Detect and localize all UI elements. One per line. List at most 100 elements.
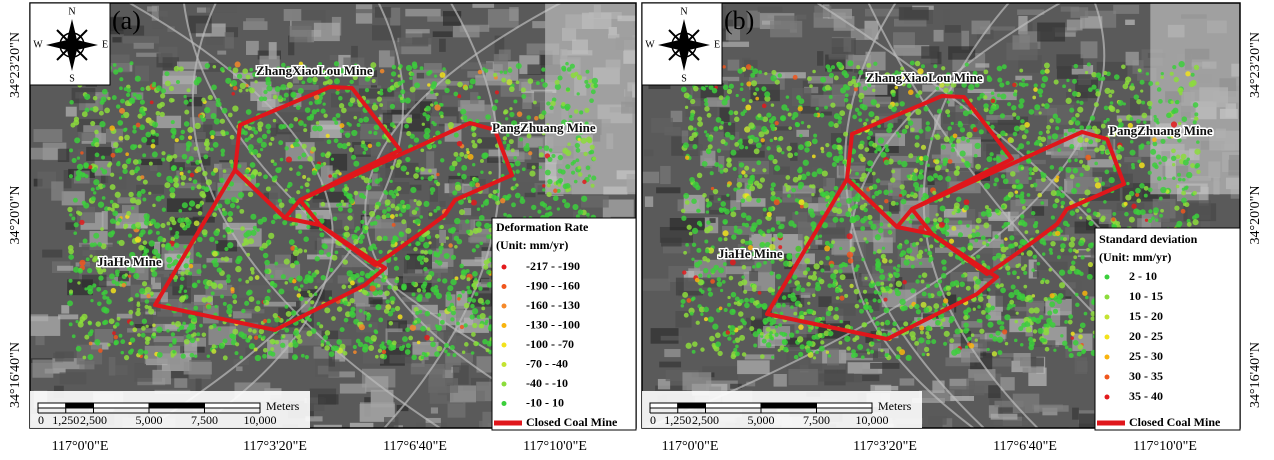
insar-point xyxy=(591,176,596,181)
insar-point xyxy=(436,182,440,186)
insar-point xyxy=(353,239,358,244)
insar-point xyxy=(282,220,287,225)
insar-point xyxy=(1064,320,1068,324)
insar-point xyxy=(406,172,409,175)
insar-point xyxy=(430,192,433,195)
insar-point xyxy=(854,267,859,272)
insar-point xyxy=(927,251,932,256)
insar-point xyxy=(426,118,429,121)
insar-point xyxy=(178,290,181,293)
insar-point xyxy=(739,335,745,341)
insar-point xyxy=(934,283,939,288)
insar-point xyxy=(368,345,374,351)
insar-point xyxy=(826,152,832,158)
insar-point xyxy=(414,320,417,323)
insar-point xyxy=(558,169,563,174)
insar-point xyxy=(895,290,901,296)
insar-point xyxy=(745,146,748,149)
insar-point xyxy=(434,104,440,110)
insar-point xyxy=(83,239,88,244)
insar-point xyxy=(1073,340,1079,346)
insar-point xyxy=(940,326,943,329)
insar-point xyxy=(472,308,478,314)
insar-point xyxy=(106,299,112,305)
insar-point xyxy=(531,205,536,210)
field xyxy=(206,5,237,13)
insar-point xyxy=(117,317,121,321)
insar-point xyxy=(999,82,1004,87)
insar-point xyxy=(301,80,305,84)
field xyxy=(1062,250,1096,255)
insar-point xyxy=(578,209,583,214)
insar-point xyxy=(1130,140,1134,144)
insar-point xyxy=(782,303,786,307)
insar-point xyxy=(896,281,902,287)
insar-point xyxy=(475,183,480,188)
insar-point xyxy=(763,208,767,212)
insar-point xyxy=(532,165,536,169)
insar-point xyxy=(103,290,108,295)
insar-point xyxy=(202,332,207,337)
insar-point xyxy=(761,126,767,132)
insar-point xyxy=(704,102,708,106)
legend-label: -160 - -130 xyxy=(526,298,580,312)
insar-point xyxy=(1174,77,1179,82)
insar-point xyxy=(264,269,269,274)
insar-point xyxy=(686,343,692,349)
field xyxy=(35,335,44,345)
insar-point xyxy=(361,176,365,180)
insar-point xyxy=(704,130,707,133)
insar-point xyxy=(180,271,184,275)
insar-point xyxy=(336,339,342,345)
insar-point xyxy=(275,86,281,92)
insar-point xyxy=(130,197,136,203)
insar-point xyxy=(513,177,517,181)
scale-label: 2,500 xyxy=(80,413,107,427)
insar-point xyxy=(111,288,116,293)
insar-point xyxy=(485,199,489,203)
insar-point xyxy=(859,299,863,303)
insar-point xyxy=(1012,270,1017,275)
insar-point xyxy=(87,354,93,360)
insar-point xyxy=(846,104,852,110)
insar-point xyxy=(302,144,307,149)
insar-point xyxy=(415,167,419,171)
insar-point xyxy=(142,281,147,286)
insar-point xyxy=(270,275,274,279)
insar-point xyxy=(565,164,570,169)
insar-point xyxy=(142,319,147,324)
field xyxy=(1033,271,1039,277)
insar-point xyxy=(124,224,129,229)
insar-point xyxy=(261,142,267,148)
legend-unit: (Unit: mm/yr) xyxy=(496,238,568,252)
insar-point xyxy=(983,69,988,74)
insar-point xyxy=(1112,212,1116,216)
insar-point xyxy=(404,124,409,129)
insar-point xyxy=(411,355,417,361)
insar-point xyxy=(191,186,195,190)
insar-point xyxy=(93,167,97,171)
insar-point xyxy=(847,60,853,66)
insar-point xyxy=(395,306,400,311)
insar-point xyxy=(1101,182,1105,186)
insar-point xyxy=(209,237,214,242)
insar-point xyxy=(453,152,458,157)
insar-point xyxy=(815,350,819,354)
insar-point xyxy=(934,159,939,164)
insar-point xyxy=(1088,125,1092,129)
insar-point xyxy=(509,107,512,110)
insar-point xyxy=(414,137,419,142)
insar-point xyxy=(249,296,255,302)
insar-point xyxy=(423,242,429,248)
insar-point xyxy=(471,332,476,337)
insar-point xyxy=(120,339,125,344)
insar-point xyxy=(201,193,206,198)
insar-point xyxy=(385,199,391,205)
insar-point xyxy=(1170,72,1174,76)
insar-point xyxy=(247,126,251,130)
insar-point xyxy=(359,309,363,313)
insar-point xyxy=(174,234,179,239)
insar-point xyxy=(144,350,149,355)
insar-point xyxy=(743,109,747,113)
insar-point xyxy=(442,278,447,283)
